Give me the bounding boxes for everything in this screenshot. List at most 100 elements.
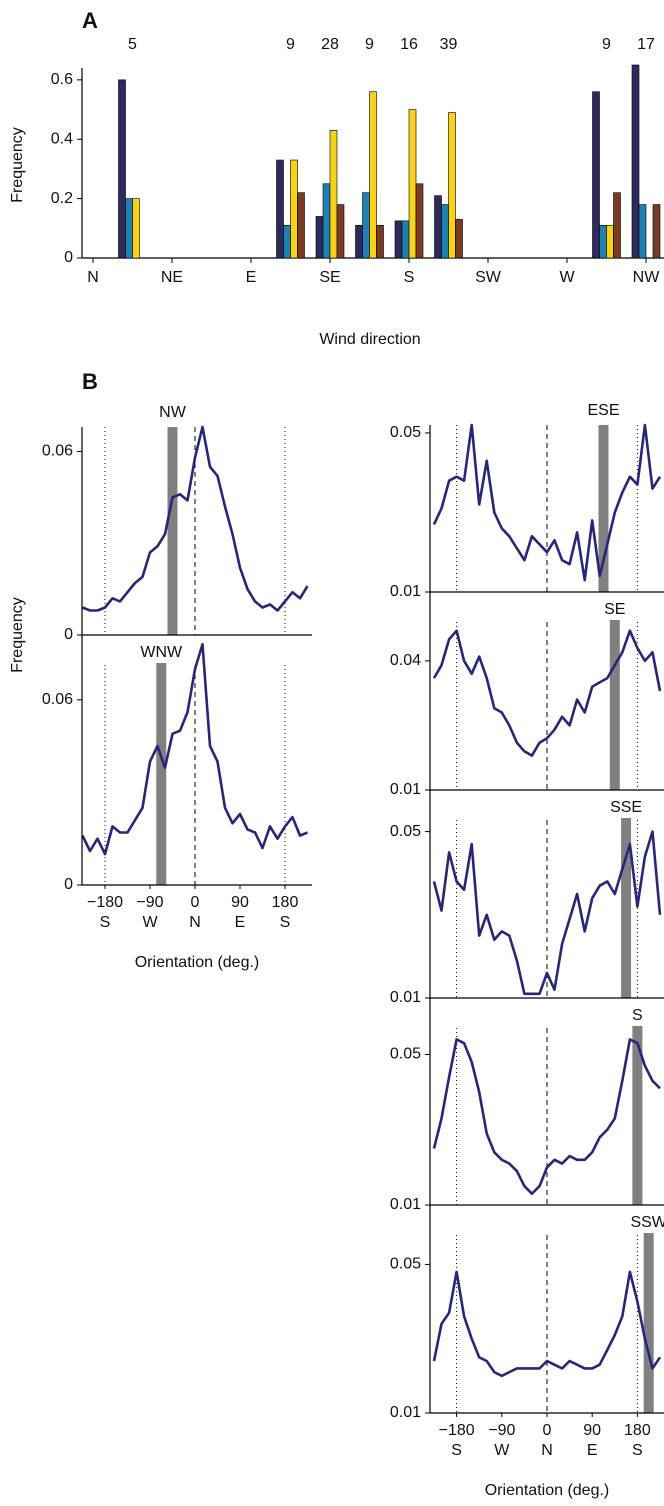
y-axis-title: Frequency bbox=[9, 597, 26, 673]
x-tick-label: NW bbox=[633, 269, 661, 286]
bar bbox=[362, 192, 370, 259]
bar bbox=[329, 130, 338, 259]
count-label: 5 bbox=[128, 36, 137, 53]
bar bbox=[613, 192, 621, 259]
data-line bbox=[432, 1038, 661, 1195]
data-line bbox=[432, 423, 662, 582]
bar bbox=[369, 91, 377, 259]
y-tick-label: 0.6 bbox=[51, 71, 73, 88]
panel-title: SSE bbox=[610, 799, 642, 816]
x-axis-title: Wind direction bbox=[319, 331, 420, 348]
bar bbox=[415, 183, 424, 259]
x-axis-title: Orientation (deg.) bbox=[135, 954, 260, 971]
bar bbox=[322, 183, 331, 259]
x-tick-sublabel: S bbox=[632, 1442, 643, 1459]
bar bbox=[283, 225, 291, 259]
bar bbox=[394, 220, 403, 259]
data-line bbox=[432, 1270, 662, 1378]
wind-direction-band bbox=[621, 818, 632, 998]
x-tick-sublabel: S bbox=[451, 1442, 462, 1459]
x-tick-label: E bbox=[246, 269, 257, 286]
x-tick-label: 0 bbox=[543, 1422, 552, 1439]
bar bbox=[408, 109, 417, 259]
x-axis-title: Orientation (deg.) bbox=[485, 1482, 610, 1499]
wind-direction-band bbox=[167, 427, 178, 635]
x-tick-sublabel: S bbox=[280, 914, 291, 931]
bar bbox=[118, 79, 126, 259]
bar bbox=[336, 204, 345, 259]
bar bbox=[376, 225, 384, 259]
data-line bbox=[82, 425, 309, 612]
x-tick-label: −180 bbox=[87, 894, 123, 911]
y-tick-label: 0.04 bbox=[390, 652, 421, 669]
x-tick-sublabel: S bbox=[100, 914, 111, 931]
y-tick-label: 0 bbox=[64, 876, 73, 893]
bar bbox=[276, 159, 284, 259]
x-tick-label: 90 bbox=[231, 894, 249, 911]
data-line bbox=[432, 830, 662, 996]
bar bbox=[455, 219, 463, 259]
x-tick-label: −90 bbox=[488, 1422, 515, 1439]
wind-direction-band bbox=[156, 663, 167, 885]
bar bbox=[652, 204, 661, 259]
x-tick-label: 90 bbox=[583, 1422, 601, 1439]
y-tick-label: 0.01 bbox=[390, 1196, 421, 1213]
y-tick-label: 0.01 bbox=[390, 781, 421, 798]
panel-title: S bbox=[632, 1007, 643, 1024]
y-tick-label: 0.06 bbox=[42, 691, 73, 708]
wind-direction-band bbox=[632, 1026, 643, 1205]
x-tick-label: SE bbox=[319, 269, 340, 286]
bar bbox=[132, 198, 140, 259]
y-axis-title: Frequency bbox=[9, 127, 26, 203]
panel-title: WNW bbox=[140, 644, 183, 661]
x-tick-sublabel: N bbox=[189, 914, 201, 931]
bar bbox=[297, 192, 305, 259]
y-tick-label: 0.05 bbox=[390, 1046, 421, 1063]
panel-title: SE bbox=[604, 601, 625, 618]
count-label: 16 bbox=[400, 36, 418, 53]
bar bbox=[631, 64, 640, 259]
x-tick-label: NE bbox=[161, 269, 183, 286]
bar bbox=[638, 204, 647, 259]
bar bbox=[401, 220, 410, 259]
x-tick-sublabel: N bbox=[541, 1442, 553, 1459]
panel-label: B bbox=[82, 369, 98, 394]
data-line bbox=[81, 643, 308, 856]
y-tick-label: 0.01 bbox=[390, 1404, 421, 1421]
y-tick-label: 0.01 bbox=[390, 989, 421, 1006]
wind-direction-band bbox=[643, 1233, 654, 1413]
y-tick-label: 0.2 bbox=[51, 190, 73, 207]
bar bbox=[448, 112, 456, 259]
bar bbox=[315, 216, 324, 259]
count-label: 17 bbox=[637, 36, 655, 53]
x-tick-label: SW bbox=[475, 269, 502, 286]
bar bbox=[606, 225, 614, 259]
bar bbox=[290, 159, 298, 259]
x-tick-label: 180 bbox=[272, 894, 299, 911]
bar bbox=[434, 195, 442, 259]
panel-title: NW bbox=[159, 404, 187, 421]
x-tick-label: 0 bbox=[191, 894, 200, 911]
x-tick-label: W bbox=[559, 269, 575, 286]
bar bbox=[592, 91, 600, 259]
bar bbox=[599, 225, 607, 259]
panel-label: A bbox=[82, 8, 98, 33]
y-tick-label: 0 bbox=[64, 249, 73, 266]
x-tick-sublabel: W bbox=[494, 1442, 510, 1459]
x-tick-label: 180 bbox=[624, 1422, 651, 1439]
x-tick-sublabel: E bbox=[235, 914, 246, 931]
count-label: 28 bbox=[321, 36, 339, 53]
x-tick-sublabel: E bbox=[587, 1442, 598, 1459]
wind-direction-band bbox=[598, 425, 609, 592]
bar bbox=[441, 204, 449, 259]
bar bbox=[355, 225, 363, 259]
panel-title: SSW bbox=[630, 1214, 664, 1231]
x-tick-label: −90 bbox=[136, 894, 163, 911]
y-tick-label: 0.05 bbox=[390, 823, 421, 840]
count-label: 39 bbox=[440, 36, 458, 53]
y-tick-label: 0 bbox=[64, 626, 73, 643]
x-tick-label: −180 bbox=[439, 1422, 475, 1439]
count-label: 9 bbox=[602, 36, 611, 53]
count-label: 9 bbox=[286, 36, 295, 53]
